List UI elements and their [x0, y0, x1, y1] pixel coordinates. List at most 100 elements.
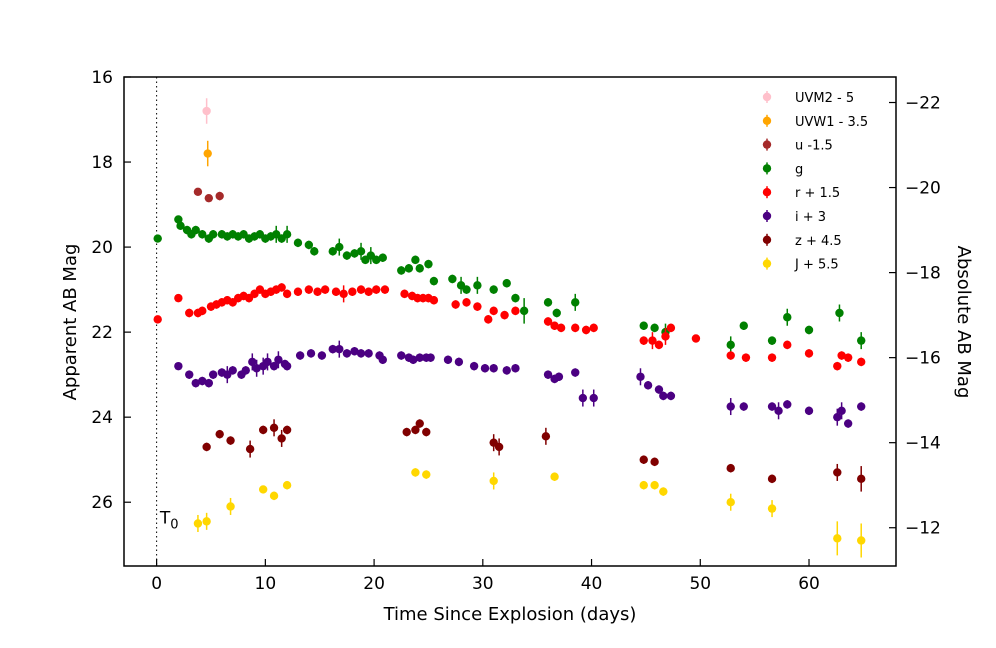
data-point — [659, 487, 668, 496]
data-point — [502, 366, 511, 375]
data-point — [654, 385, 664, 394]
x-tick-label: 10 — [255, 574, 277, 594]
data-point — [511, 364, 520, 373]
y-tick-label: 24 — [91, 408, 113, 428]
data-point — [364, 349, 373, 358]
legend-label: UVW1 - 3.5 — [795, 115, 868, 130]
data-point — [639, 455, 648, 464]
data-point — [650, 481, 659, 490]
data-point — [282, 481, 292, 490]
data-point — [269, 491, 279, 501]
data-point — [411, 425, 420, 435]
data-point — [198, 306, 207, 316]
data-point — [378, 355, 387, 364]
data-point — [228, 366, 237, 375]
data-point — [277, 283, 286, 292]
data-point — [429, 276, 439, 286]
data-point — [502, 279, 511, 288]
data-point — [328, 247, 337, 256]
series-4 — [153, 283, 866, 371]
data-point — [226, 502, 235, 511]
series-0 — [202, 98, 211, 124]
data-point — [191, 378, 200, 388]
y-axis-ticks: 16 18 20 22 24 26 — [91, 68, 131, 513]
data-point — [857, 474, 866, 484]
data-point — [304, 285, 314, 294]
data-point — [661, 332, 670, 341]
data-point — [804, 325, 814, 335]
data-point — [248, 357, 257, 367]
y2-tick-label: −22 — [905, 94, 941, 114]
data-point — [208, 370, 218, 379]
data-point — [843, 419, 853, 428]
data-point — [484, 315, 493, 324]
data-point — [269, 361, 279, 371]
data-point — [378, 253, 387, 262]
legend-label: i + 3 — [795, 210, 826, 225]
data-point — [411, 255, 420, 265]
data-point — [282, 361, 292, 371]
data-point — [252, 364, 261, 373]
data-point — [473, 281, 482, 290]
data-point — [767, 402, 777, 411]
data-point — [833, 361, 842, 371]
data-point — [245, 444, 255, 454]
data-point — [543, 317, 553, 326]
data-point — [202, 442, 211, 452]
data-point — [726, 340, 735, 350]
data-point — [511, 306, 520, 316]
data-point — [193, 187, 203, 197]
data-point — [726, 498, 735, 507]
data-point — [198, 230, 207, 239]
data-point — [356, 285, 366, 294]
data-point — [203, 149, 212, 158]
data-point — [310, 247, 319, 256]
data-point — [857, 336, 866, 345]
series-7 — [193, 468, 866, 558]
legend-marker — [762, 92, 772, 102]
y2-axis-label: Absolute AB Mag — [953, 246, 974, 399]
data-point — [328, 344, 337, 354]
x-axis-ticks: 0 10 20 30 40 50 60 — [151, 559, 820, 594]
data-point — [489, 364, 498, 373]
data-point — [636, 372, 645, 381]
series-5 — [174, 340, 866, 428]
data-point — [726, 351, 735, 360]
data-point — [215, 191, 224, 201]
data-point — [350, 249, 359, 258]
data-point — [541, 432, 551, 441]
data-point — [443, 355, 453, 364]
data-point — [415, 264, 424, 273]
data-point — [226, 436, 235, 445]
data-point — [304, 240, 314, 250]
data-point — [153, 234, 162, 243]
x-tick-label: 50 — [689, 574, 711, 594]
data-point — [639, 321, 648, 330]
data-point — [202, 517, 211, 526]
data-point — [639, 481, 648, 490]
data-point — [202, 106, 211, 116]
data-point — [185, 308, 194, 318]
data-point — [643, 381, 653, 390]
data-point — [804, 406, 814, 415]
data-point — [857, 357, 866, 367]
y2-tick-label: −18 — [905, 264, 941, 284]
y-tick-label: 18 — [91, 153, 113, 173]
data-point — [372, 255, 381, 265]
series-3 — [153, 215, 866, 354]
x-tick-label: 20 — [363, 574, 385, 594]
x-tick-label: 40 — [581, 574, 603, 594]
legend-label: z + 4.5 — [795, 234, 842, 249]
data-point — [511, 293, 520, 303]
data-point — [174, 361, 183, 371]
data-point — [741, 353, 751, 362]
data-point — [191, 225, 200, 235]
data-point — [837, 351, 846, 360]
data-point — [783, 340, 792, 350]
data-point — [306, 349, 316, 358]
legend-label: J + 5.5 — [794, 258, 839, 273]
x-tick-label: 30 — [472, 574, 494, 594]
y2-axis-ticks: −22 −20 −18 −16 −14 −12 — [889, 94, 941, 539]
data-point — [174, 293, 183, 303]
data-point — [767, 504, 777, 513]
